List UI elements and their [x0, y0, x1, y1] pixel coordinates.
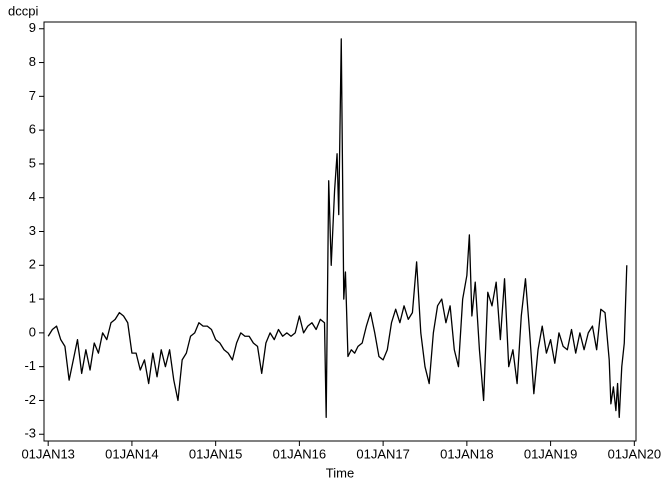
- y-axis-label: dccpi: [8, 3, 38, 18]
- y-tick-label: 1: [29, 291, 36, 306]
- y-tick-label: 4: [29, 189, 36, 204]
- x-tick-label: 01JAN19: [524, 446, 577, 461]
- y-tick-label: 8: [29, 54, 36, 69]
- y-tick-label: -3: [24, 426, 36, 441]
- y-tick-label: 7: [29, 88, 36, 103]
- y-tick-label: 5: [29, 155, 36, 170]
- x-axis-label: Time: [326, 465, 354, 480]
- y-tick-label: 6: [29, 122, 36, 137]
- x-tick-label: 01JAN20: [608, 446, 661, 461]
- y-tick-label: -2: [24, 392, 36, 407]
- x-tick-label: 01JAN15: [189, 446, 242, 461]
- x-tick-label: 01JAN13: [21, 446, 74, 461]
- x-tick-label: 01JAN16: [273, 446, 326, 461]
- x-tick-label: 01JAN18: [440, 446, 493, 461]
- x-tick-label: 01JAN17: [356, 446, 409, 461]
- y-tick-label: -1: [24, 358, 36, 373]
- y-tick-label: 3: [29, 223, 36, 238]
- x-tick-label: 01JAN14: [105, 446, 158, 461]
- y-tick-label: 2: [29, 257, 36, 272]
- data-line: [47, 38, 628, 418]
- y-tick-label: 0: [29, 324, 36, 339]
- y-tick-label: 9: [29, 20, 36, 35]
